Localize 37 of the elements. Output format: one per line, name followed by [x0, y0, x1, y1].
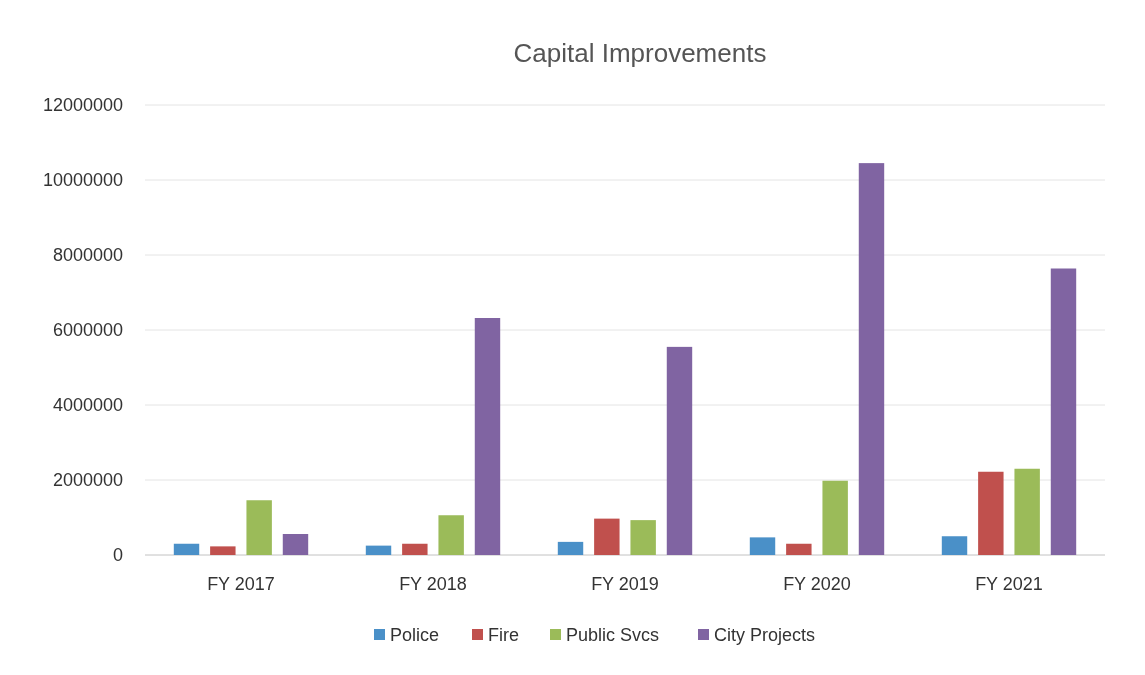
bar: [978, 471, 1004, 555]
bar: [246, 500, 272, 555]
x-tick-label: FY 2018: [399, 574, 467, 594]
bar: [749, 537, 776, 555]
legend-label: Fire: [488, 625, 519, 646]
bar: [210, 546, 236, 555]
bar: [666, 346, 693, 555]
bar: [402, 543, 428, 555]
x-tick-label: FY 2021: [975, 574, 1043, 594]
y-tick-label: 10000000: [42, 170, 123, 191]
bar: [858, 163, 885, 555]
bar: [282, 534, 309, 555]
x-tick-label: FY 2019: [591, 574, 659, 594]
bar: [594, 518, 620, 555]
bar: [173, 543, 200, 555]
bar: [630, 520, 656, 555]
y-tick-label: 8000000: [52, 245, 123, 266]
bar: [438, 515, 464, 555]
bar: [786, 543, 812, 555]
legend-label: Police: [390, 625, 440, 646]
bar: [1050, 268, 1077, 555]
y-tick-label: 12000000: [42, 95, 123, 116]
chart-title: Capital Improvements: [513, 38, 767, 68]
bar: [1014, 468, 1040, 555]
bar: [474, 318, 501, 555]
y-tick-label: 4000000: [52, 395, 123, 416]
y-tick-label: 6000000: [52, 320, 123, 341]
legend-label: City Projects: [714, 625, 816, 646]
y-tick-label: 0: [112, 545, 123, 566]
bar: [822, 480, 848, 555]
bar: [557, 541, 584, 555]
x-tick-label: FY 2017: [207, 574, 275, 594]
y-tick-label: 2000000: [52, 470, 123, 491]
bar: [365, 545, 392, 555]
legend-label: Public Svcs: [566, 625, 660, 646]
x-tick-label: FY 2020: [783, 574, 851, 594]
bar: [941, 536, 968, 555]
